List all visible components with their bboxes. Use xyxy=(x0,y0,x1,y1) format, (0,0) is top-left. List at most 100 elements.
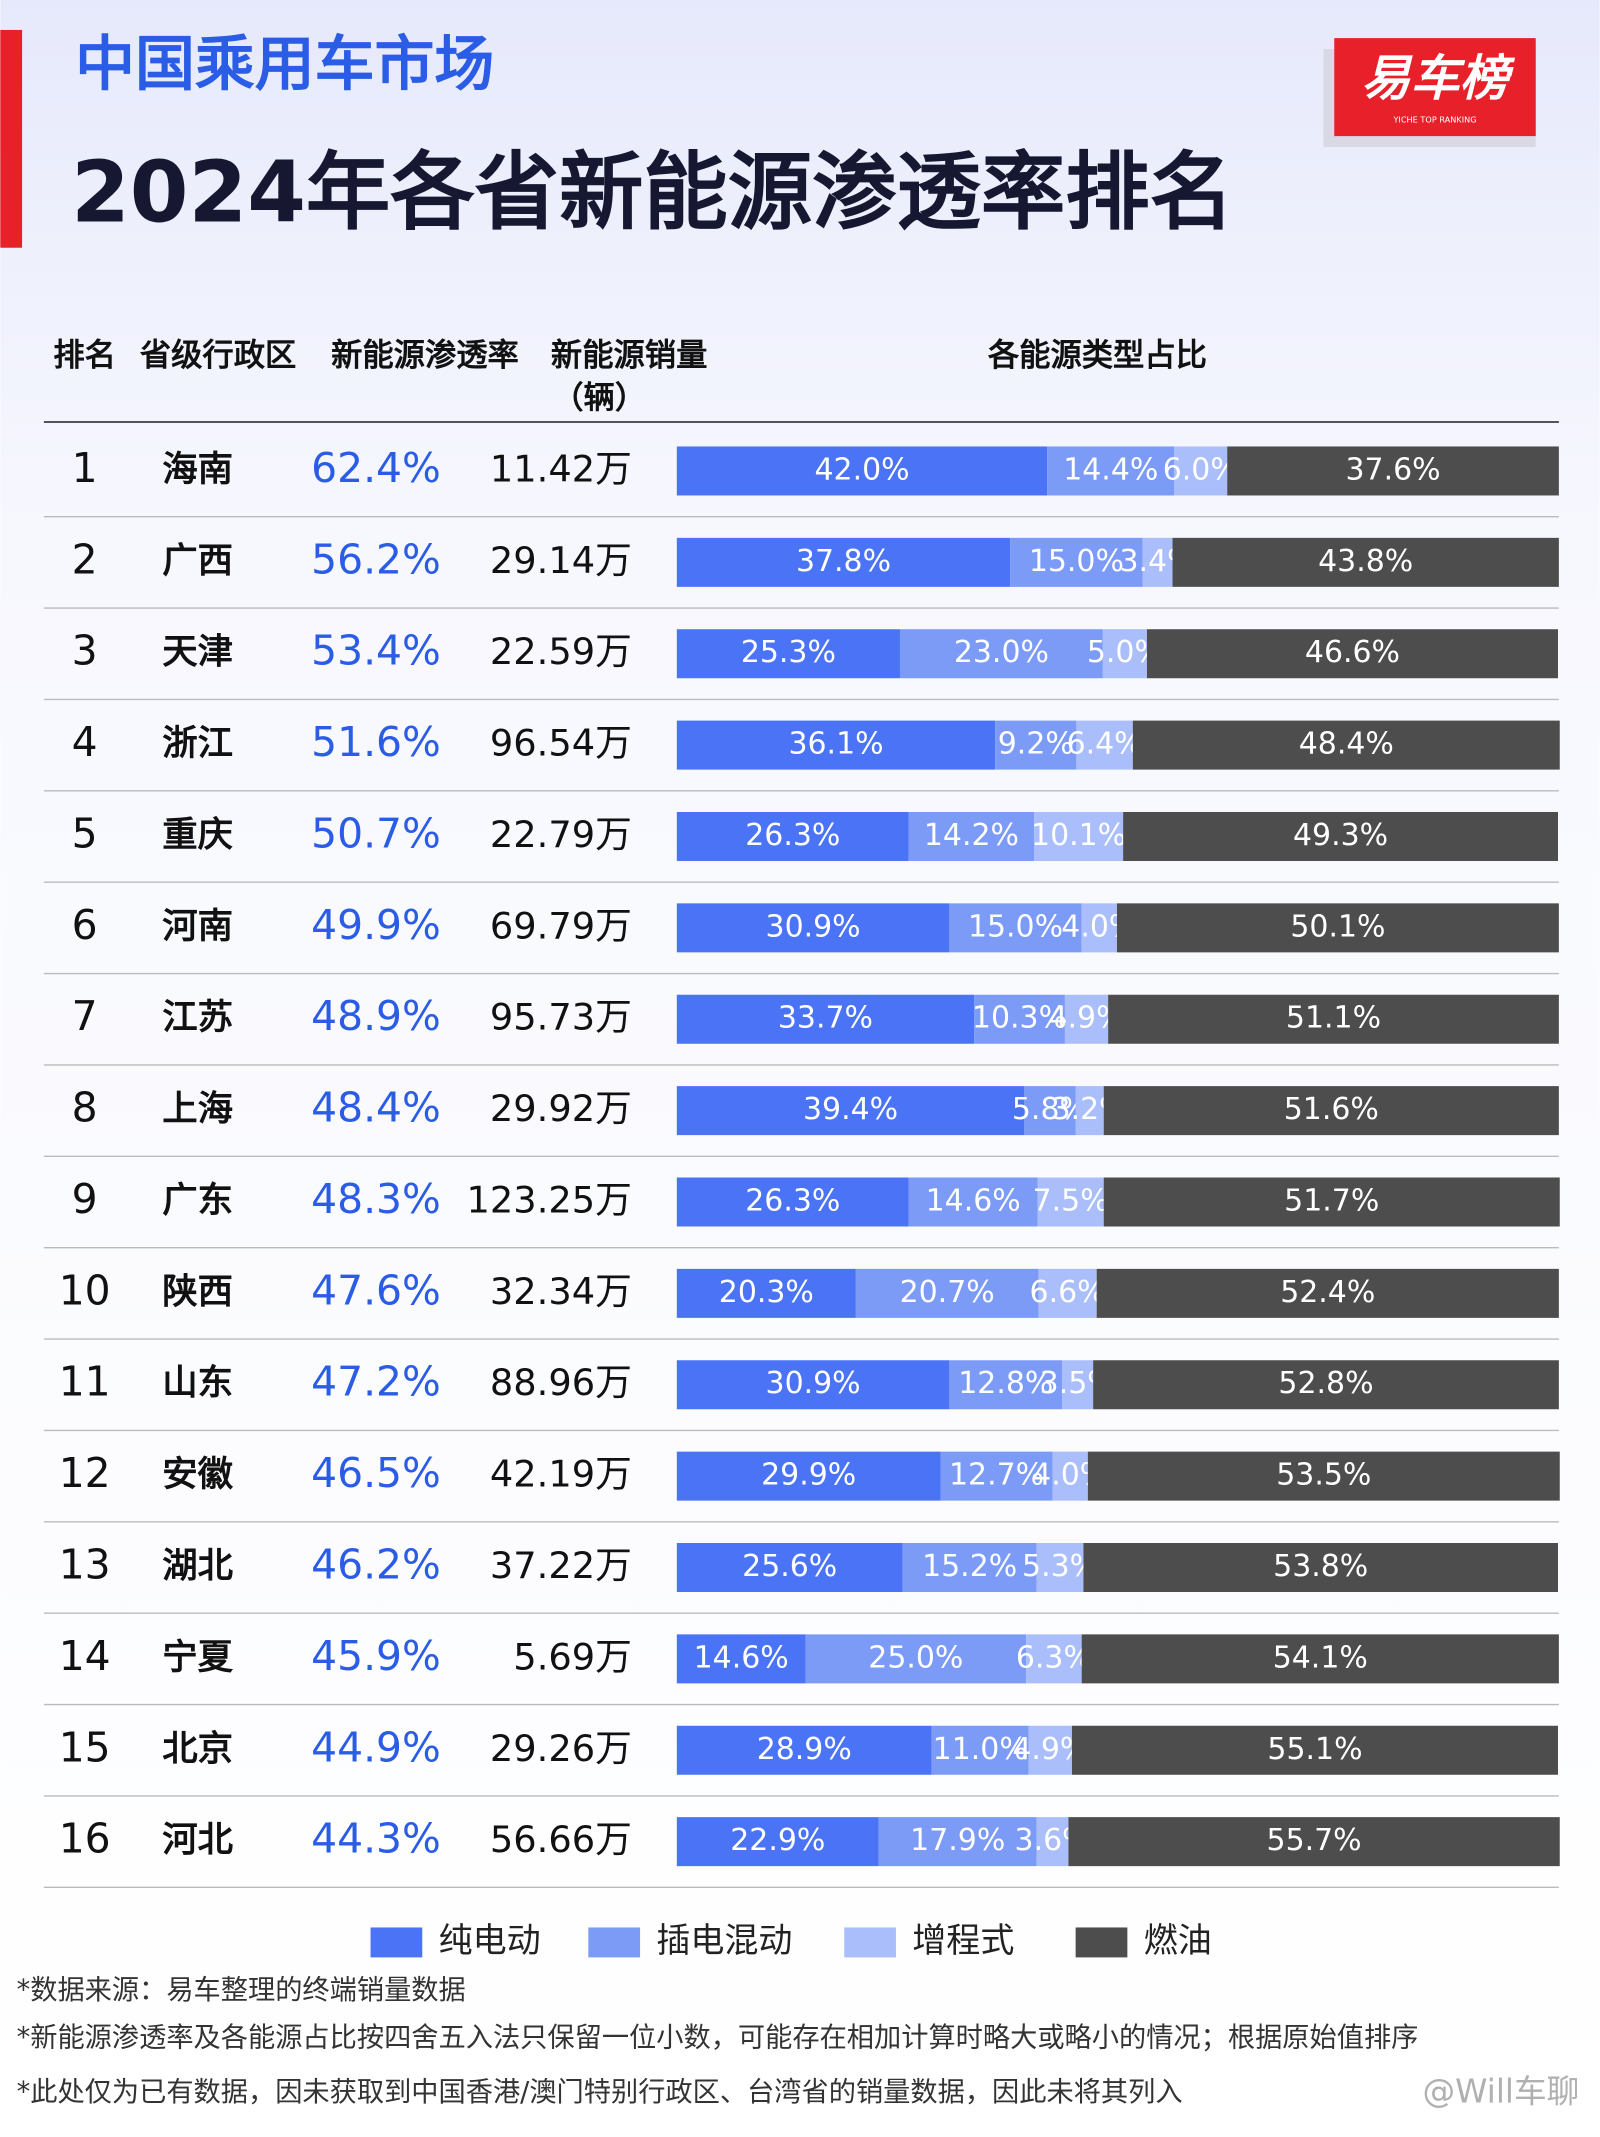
bar-label: 52.4% xyxy=(1280,1275,1375,1310)
bar-label: 55.7% xyxy=(1267,1823,1362,1858)
rank: 5 xyxy=(72,809,98,857)
bar-label: 36.1% xyxy=(788,727,883,762)
legend-label: 增程式 xyxy=(912,1921,1014,1961)
penetration: 49.9% xyxy=(311,901,441,949)
bar-label: 14.6% xyxy=(694,1640,789,1675)
bar-segment xyxy=(908,811,1035,861)
bar-segment xyxy=(676,1543,903,1593)
bar-segment xyxy=(676,1451,941,1501)
bar-label: 43.8% xyxy=(1318,544,1413,579)
bar-label: 37.6% xyxy=(1345,452,1440,487)
sales: 69.79万 xyxy=(490,904,632,947)
bar-segment xyxy=(1075,1086,1104,1136)
sales: 42.19万 xyxy=(490,1453,632,1496)
bar-label: 25.0% xyxy=(868,1640,963,1675)
bar-label: 37.8% xyxy=(796,544,891,579)
bar-segment xyxy=(1108,994,1559,1044)
sales: 22.79万 xyxy=(490,813,632,856)
bar-label: 48.4% xyxy=(1299,727,1394,762)
bar-segment xyxy=(676,811,909,861)
bar-segment xyxy=(676,994,975,1044)
column-header: 排名 xyxy=(53,338,116,374)
bar-label: 11.0% xyxy=(933,1732,1028,1767)
bar-segment xyxy=(1064,994,1109,1044)
bar-label: 25.6% xyxy=(742,1549,837,1584)
bar-label: 5.8% xyxy=(1012,1092,1088,1127)
bar-label: 10.3% xyxy=(972,1001,1067,1036)
bar-segment xyxy=(676,720,996,770)
sales: 96.54万 xyxy=(490,722,632,765)
penetration: 47.2% xyxy=(311,1358,441,1406)
rank: 1 xyxy=(72,444,98,492)
rank: 2 xyxy=(72,535,98,583)
bar-segment xyxy=(1071,1725,1558,1775)
chart-title: 各能源类型占比 xyxy=(988,337,1207,374)
bar-label: 25.3% xyxy=(741,635,836,670)
province: 上海 xyxy=(162,1089,233,1130)
bar-segment xyxy=(676,1360,950,1410)
bar-segment xyxy=(878,1817,1037,1867)
penetration: 62.4% xyxy=(311,444,441,492)
bar-label: 6.3% xyxy=(1016,1640,1092,1675)
bar-label: 26.3% xyxy=(745,818,840,853)
sales: 95.73万 xyxy=(490,996,632,1039)
logo: 易车榜 xyxy=(1361,50,1515,107)
bar-label: 53.8% xyxy=(1273,1549,1368,1584)
province: 陕西 xyxy=(162,1271,233,1312)
rank: 15 xyxy=(59,1723,111,1771)
bar-label: 6.6% xyxy=(1030,1275,1106,1310)
bar-label: 54.1% xyxy=(1273,1640,1368,1675)
penetration: 50.7% xyxy=(311,809,441,857)
bar-segment xyxy=(1103,1086,1559,1136)
bar-label: 6.4% xyxy=(1067,727,1143,762)
bar-label: 6.0% xyxy=(1163,452,1239,487)
bar-label: 49.3% xyxy=(1293,818,1388,853)
bar-segment xyxy=(1081,1634,1559,1684)
rank: 7 xyxy=(72,992,98,1040)
penetration: 44.9% xyxy=(311,1723,441,1771)
province: 河北 xyxy=(162,1820,233,1861)
logo-box xyxy=(1334,38,1536,137)
bar-segment xyxy=(899,629,1103,679)
bar-segment xyxy=(940,1451,1053,1501)
bar-segment xyxy=(949,903,1082,953)
bar-label: 42.0% xyxy=(814,452,909,487)
watermark: @Will车聊 xyxy=(1423,2073,1580,2111)
penetration: 46.5% xyxy=(311,1449,441,1497)
bar-segment xyxy=(676,1086,1025,1136)
bar-segment xyxy=(1142,537,1173,587)
footnote: *此处仅为已有数据，因未获取到中国香港/澳门特别行政区、台湾省的销量数据，因此未… xyxy=(17,2077,1183,2108)
province: 安徽 xyxy=(162,1454,233,1495)
penetration: 48.4% xyxy=(311,1084,441,1132)
bar-segment xyxy=(1172,537,1559,587)
legend-swatch xyxy=(1075,1927,1128,1958)
bar-segment xyxy=(1034,811,1124,861)
sales: 88.96万 xyxy=(490,1361,632,1404)
penetration: 47.6% xyxy=(311,1266,441,1314)
penetration: 53.4% xyxy=(311,627,441,675)
province: 重庆 xyxy=(162,814,233,855)
column-unit: （辆） xyxy=(552,380,646,416)
legend-swatch xyxy=(844,1927,896,1958)
accent-bar xyxy=(0,29,23,248)
bar-label: 29.9% xyxy=(761,1458,856,1493)
column-header: 新能源销量 xyxy=(551,338,708,374)
bar-segment xyxy=(1227,446,1559,496)
province: 湖北 xyxy=(162,1546,233,1587)
bar-segment xyxy=(1132,720,1560,770)
title: 中国乘用车市场 xyxy=(75,30,494,100)
rank: 16 xyxy=(59,1815,111,1863)
penetration: 44.3% xyxy=(311,1815,441,1863)
bar-segment xyxy=(995,720,1077,770)
province: 海南 xyxy=(162,449,233,490)
province: 北京 xyxy=(162,1728,233,1769)
province: 江苏 xyxy=(162,997,233,1038)
bar-segment xyxy=(1036,1543,1084,1593)
bar-label: 9.2% xyxy=(998,727,1074,762)
sales: 123.25万 xyxy=(467,1178,632,1221)
bar-label: 51.7% xyxy=(1284,1183,1379,1218)
bar-segment xyxy=(1062,1360,1094,1410)
subtitle: 2024年各省新能源渗透率排名 xyxy=(71,144,1234,242)
rank: 8 xyxy=(72,1084,98,1132)
